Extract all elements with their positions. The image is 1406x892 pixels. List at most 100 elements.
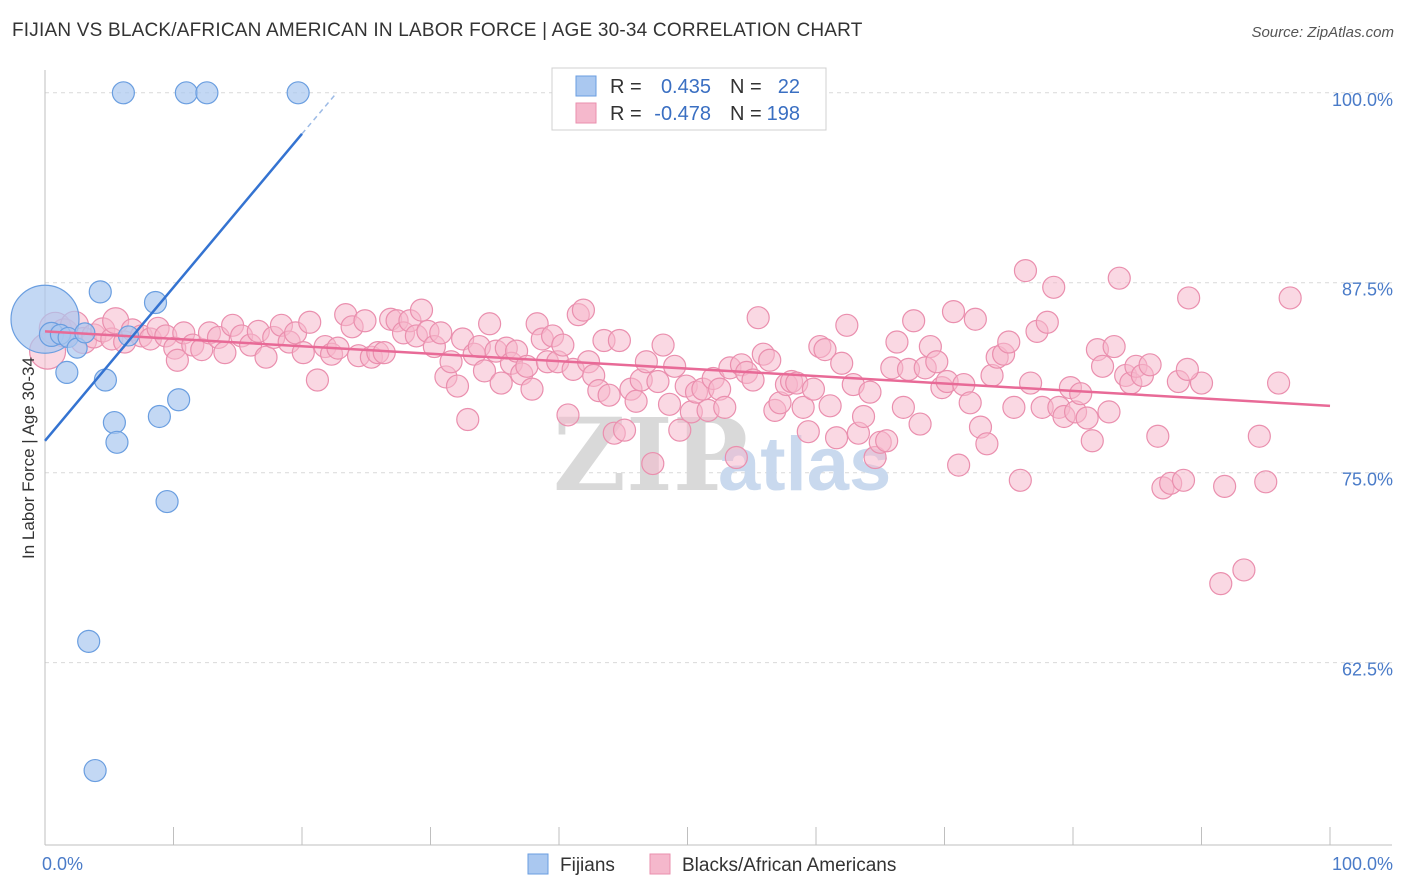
point-blacks-135	[875, 429, 899, 453]
legend-r-value-0: 0.435	[661, 76, 711, 98]
point-blacks-96	[657, 392, 682, 416]
point-blacks-174	[1090, 354, 1115, 378]
point-blacks-195	[1213, 474, 1237, 498]
point-blacks-159	[1008, 468, 1032, 492]
legend-r-label-0: R =	[610, 76, 642, 98]
point-fijians-13	[155, 489, 179, 514]
point-blacks-141	[908, 412, 932, 436]
point-fijians-5	[55, 360, 79, 385]
point-fijians-14	[77, 629, 101, 653]
legend-n-value-0: 22	[778, 76, 800, 98]
point-blacks-120	[791, 395, 815, 419]
point-blacks-197	[1175, 357, 1199, 381]
point-blacks-176	[1102, 334, 1126, 359]
point-blacks-98	[668, 418, 692, 442]
point-blacks-157	[997, 330, 1021, 354]
point-blacks-108	[724, 445, 748, 470]
y-tick-label-3: 62.5%	[1342, 660, 1393, 680]
point-blacks-111	[741, 368, 765, 392]
y-tick-label-0: 100.0%	[1332, 90, 1393, 110]
point-blacks-50	[409, 298, 434, 322]
point-blacks-127	[830, 351, 854, 375]
legend: R = 0.435 N = 22 R = -0.478 N = 198	[551, 67, 827, 131]
point-blacks-132	[858, 380, 882, 404]
point-blacks-158	[1002, 395, 1026, 419]
point-blacks-80	[571, 298, 596, 322]
point-blacks-76	[551, 333, 575, 357]
point-blacks-22	[213, 341, 237, 365]
point-blacks-189	[1189, 371, 1214, 395]
point-fijians-19	[286, 81, 310, 105]
point-fijians-8	[143, 290, 168, 315]
point-blacks-58	[456, 407, 480, 432]
point-blacks-121	[796, 420, 820, 444]
point-blacks-131	[851, 404, 876, 429]
point-blacks-164	[1035, 310, 1059, 334]
point-blacks-77	[556, 403, 580, 427]
point-blacks-177	[1107, 266, 1131, 290]
point-blacks-175	[1097, 400, 1121, 424]
point-blacks-61	[472, 359, 497, 383]
point-blacks-112	[746, 306, 770, 330]
axes	[44, 70, 1392, 846]
point-blacks-190	[1209, 572, 1233, 596]
point-fijians-11	[147, 404, 171, 429]
point-blacks-147	[941, 300, 966, 324]
point-blacks-170	[1069, 382, 1093, 406]
point-blacks-192	[1247, 424, 1271, 448]
y-tick-label-2: 75.0%	[1342, 470, 1393, 490]
point-blacks-196	[1254, 470, 1278, 494]
point-blacks-187	[1171, 468, 1196, 492]
bottom-legend-swatch-blacks	[649, 853, 671, 875]
x-tick-label-0: 0.0%	[42, 854, 83, 874]
chart-source: Source: ZipAtlas.com	[1251, 24, 1394, 41]
point-blacks-188	[1177, 286, 1201, 310]
bottom-legend: Fijians Blacks/African Americans	[527, 853, 896, 876]
bottom-legend-swatch-fijians	[527, 853, 549, 875]
point-fijians-7	[88, 280, 112, 304]
point-blacks-171	[1075, 406, 1099, 430]
point-blacks-106	[713, 395, 737, 419]
x-tick-label-1: 100.0%	[1332, 854, 1393, 874]
point-blacks-151	[963, 307, 987, 331]
tick-labels: 100.0% 87.5% 75.0% 62.5% 0.0% 100.0%	[42, 90, 1393, 874]
point-blacks-64	[489, 371, 513, 395]
point-blacks-70	[520, 377, 544, 401]
point-blacks-138	[891, 395, 915, 419]
point-blacks-150	[958, 391, 982, 415]
legend-n-label-1: N =	[730, 103, 762, 125]
legend-r-value-1: -0.478	[654, 103, 711, 125]
point-blacks-88	[612, 418, 637, 442]
point-blacks-161	[1018, 371, 1043, 395]
point-blacks-95	[651, 333, 675, 357]
point-blacks-114	[758, 348, 782, 372]
y-tick-label-1: 87.5%	[1342, 280, 1393, 300]
point-blacks-87	[607, 328, 631, 353]
point-fijians-9	[102, 410, 126, 435]
legend-n-value-1: 198	[767, 103, 800, 125]
series-fijians	[10, 81, 310, 783]
point-blacks-85	[597, 383, 621, 407]
point-blacks-137	[885, 330, 909, 354]
point-blacks-94	[646, 369, 670, 394]
legend-box	[551, 67, 827, 131]
point-blacks-125	[818, 394, 842, 418]
point-blacks-182	[1138, 353, 1162, 377]
point-blacks-34	[305, 368, 330, 392]
point-blacks-193	[1278, 286, 1302, 310]
point-fijians-16	[111, 81, 135, 105]
point-blacks-126	[824, 426, 849, 450]
point-blacks-140	[902, 309, 926, 333]
point-fijians-12	[167, 388, 191, 412]
point-blacks-90	[624, 389, 648, 413]
point-blacks-194	[1266, 371, 1291, 395]
point-blacks-160	[1013, 258, 1038, 283]
point-blacks-53	[429, 321, 453, 345]
bottom-legend-label-blacks: Blacks/African Americans	[682, 855, 896, 876]
point-blacks-172	[1080, 429, 1104, 453]
trend-line-fijians	[44, 133, 303, 442]
point-blacks-191	[1232, 558, 1256, 582]
point-blacks-93	[641, 451, 665, 476]
point-blacks-148	[947, 453, 971, 477]
